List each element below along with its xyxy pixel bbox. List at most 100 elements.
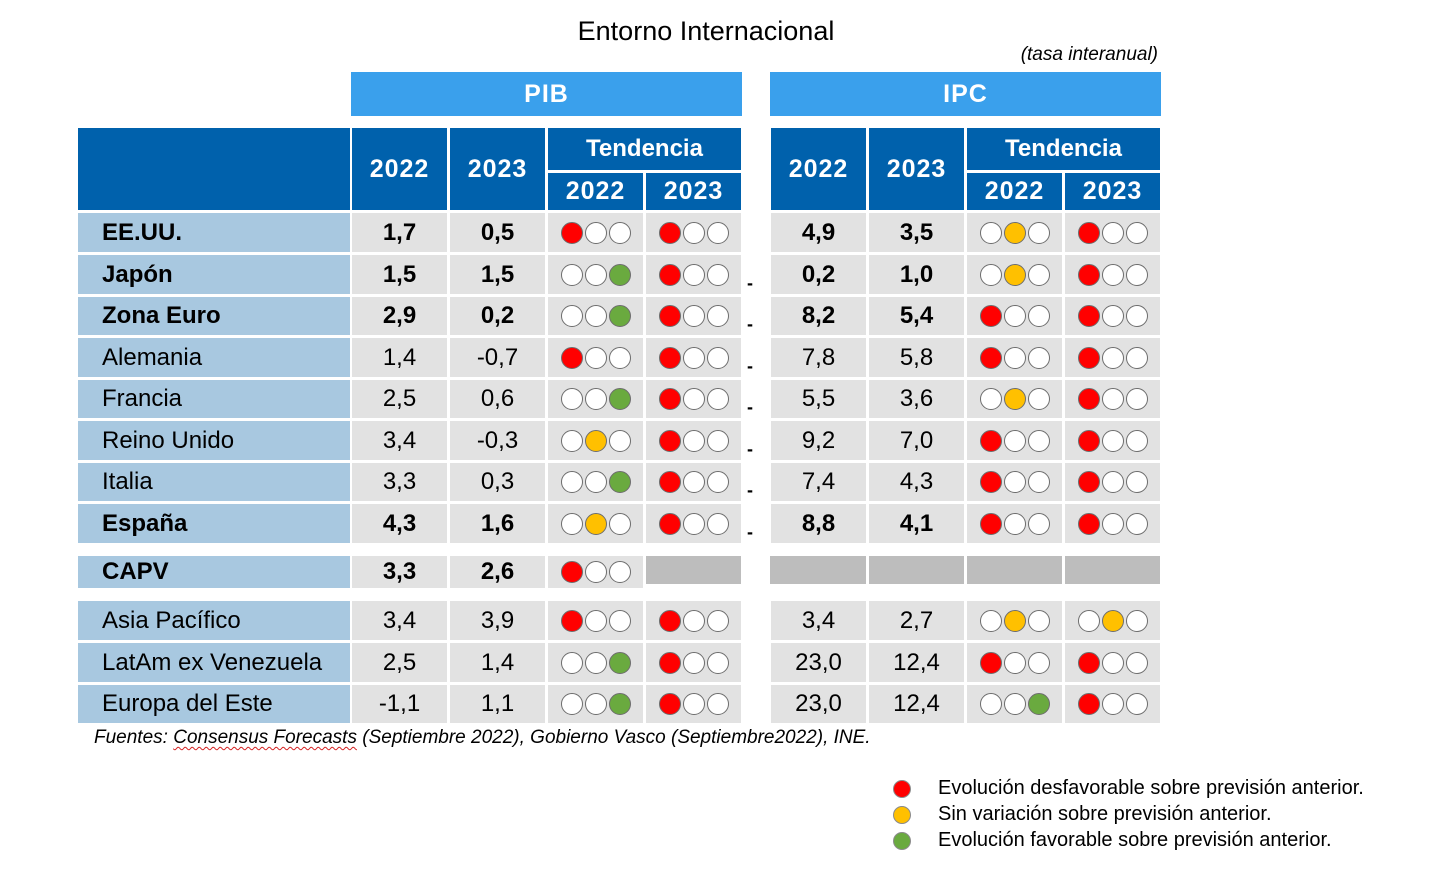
empty-indicator-light <box>1003 512 1026 535</box>
ipc-2023-value: 5,8 <box>869 338 964 377</box>
green-indicator-light <box>608 471 631 493</box>
empty-indicator-light <box>706 305 729 327</box>
pib-2023-value: 0,6 <box>450 380 545 418</box>
pib-2023-value: 2,6 <box>450 556 545 588</box>
pib-2022-value: 4,3 <box>352 504 447 543</box>
ipc-2022-value: 0,2 <box>771 255 866 294</box>
row-label: Francia <box>78 380 350 418</box>
red-indicator-light <box>658 512 681 535</box>
ipc-trend-2022 <box>967 421 1062 460</box>
empty-indicator-light <box>1101 221 1124 244</box>
ipc-trend-2022 <box>967 601 1062 640</box>
empty-indicator-light <box>1125 305 1148 327</box>
footnote-source-consensus: Consensus Forecasts <box>173 727 357 748</box>
empty-indicator-light <box>706 429 729 452</box>
empty-indicator-light <box>584 561 607 583</box>
pib-trend-2022 <box>548 297 643 335</box>
empty-indicator-light <box>1125 346 1148 369</box>
empty-indicator-light <box>706 512 729 535</box>
pib-trend-2023 <box>646 338 741 377</box>
empty-indicator-light <box>608 221 631 244</box>
ipc-trend-2023 <box>1065 601 1160 640</box>
red-indicator-light <box>979 471 1002 493</box>
pib-2022-value: 3,4 <box>352 421 447 460</box>
header-pib-2023: 2023 <box>450 128 545 210</box>
empty-indicator-light <box>1027 471 1050 493</box>
table-title: Entorno Internacional <box>577 16 835 46</box>
red-indicator-light <box>1077 471 1100 493</box>
empty-indicator-light <box>682 429 705 452</box>
empty-indicator-light <box>560 471 583 493</box>
empty-indicator-light <box>1027 263 1050 286</box>
empty-indicator-light <box>682 651 705 674</box>
empty-indicator-light <box>1027 512 1050 535</box>
red-indicator-light <box>979 429 1002 452</box>
empty-indicator-light <box>706 388 729 410</box>
header-pib-tendencia: Tendencia <box>548 128 741 170</box>
ipc-trend-2022 <box>967 213 1062 252</box>
orange-indicator-light <box>1003 388 1026 410</box>
legend-red-dot <box>893 780 911 798</box>
green-indicator-light <box>608 263 631 286</box>
pib-trend-2023 <box>646 421 741 460</box>
empty-indicator-light <box>584 263 607 286</box>
empty-indicator-light <box>1125 609 1148 632</box>
pib-trend-2023 <box>646 685 741 723</box>
red-indicator-light <box>658 651 681 674</box>
ipc-2023-value: 4,1 <box>869 504 964 543</box>
empty-indicator-light <box>682 388 705 410</box>
legend-text: Evolución desfavorable sobre previsión a… <box>938 777 1364 799</box>
red-indicator-light <box>658 263 681 286</box>
empty-indicator-light <box>1101 512 1124 535</box>
empty-indicator-light <box>1003 429 1026 452</box>
empty-indicator-light <box>1101 651 1124 674</box>
empty-indicator-light <box>1101 388 1124 410</box>
red-indicator-light <box>979 305 1002 327</box>
legend-text: Evolución favorable sobre previsión ante… <box>938 829 1332 851</box>
pib-trend-2023 <box>646 643 741 682</box>
ipc-2023-value: 12,4 <box>869 685 964 723</box>
ipc-2023-value: 4,3 <box>869 463 964 501</box>
ipc-trend-2023 <box>1065 255 1160 294</box>
empty-indicator-light <box>1077 609 1100 632</box>
empty-indicator-light <box>1125 388 1148 410</box>
empty-indicator-light <box>1003 693 1026 715</box>
empty-indicator-light <box>1027 651 1050 674</box>
empty-indicator-light <box>1027 221 1050 244</box>
header-pib-tendencia-2023: 2023 <box>646 173 741 210</box>
pib-trend-2023 <box>646 255 741 294</box>
orange-indicator-light <box>1003 263 1026 286</box>
ipc-2022-value: 7,8 <box>771 338 866 377</box>
header-ipc-tendencia-2022: 2022 <box>967 173 1062 210</box>
empty-indicator-light <box>979 693 1002 715</box>
red-indicator-light <box>1077 693 1100 715</box>
red-indicator-light <box>658 693 681 715</box>
red-indicator-light <box>1077 221 1100 244</box>
empty-indicator-light <box>1101 429 1124 452</box>
empty-indicator-light <box>979 221 1002 244</box>
red-indicator-light <box>560 221 583 244</box>
pib-2022-value: 3,4 <box>352 601 447 640</box>
red-indicator-light <box>1077 651 1100 674</box>
pib-trend-2022 <box>548 504 643 543</box>
red-indicator-light <box>560 561 583 583</box>
row-dash-marker: - <box>747 397 753 417</box>
ipc-2022-value: 3,4 <box>771 601 866 640</box>
empty-indicator-light <box>608 561 631 583</box>
red-indicator-light <box>1077 388 1100 410</box>
empty-indicator-light <box>682 609 705 632</box>
orange-indicator-light <box>1101 609 1124 632</box>
row-label: EE.UU. <box>78 213 350 252</box>
pib-2022-value: 2,9 <box>352 297 447 335</box>
red-indicator-light <box>658 305 681 327</box>
empty-indicator-light <box>1125 263 1148 286</box>
ipc-2023-value: 3,6 <box>869 380 964 418</box>
ipc-2023-value: 3,5 <box>869 213 964 252</box>
red-indicator-light <box>979 512 1002 535</box>
empty-indicator-light <box>560 263 583 286</box>
pib-2023-value: 0,2 <box>450 297 545 335</box>
red-indicator-light <box>1077 305 1100 327</box>
legend-green-dot <box>893 832 911 850</box>
pib-2022-value: -1,1 <box>352 685 447 723</box>
orange-indicator-light <box>1003 221 1026 244</box>
